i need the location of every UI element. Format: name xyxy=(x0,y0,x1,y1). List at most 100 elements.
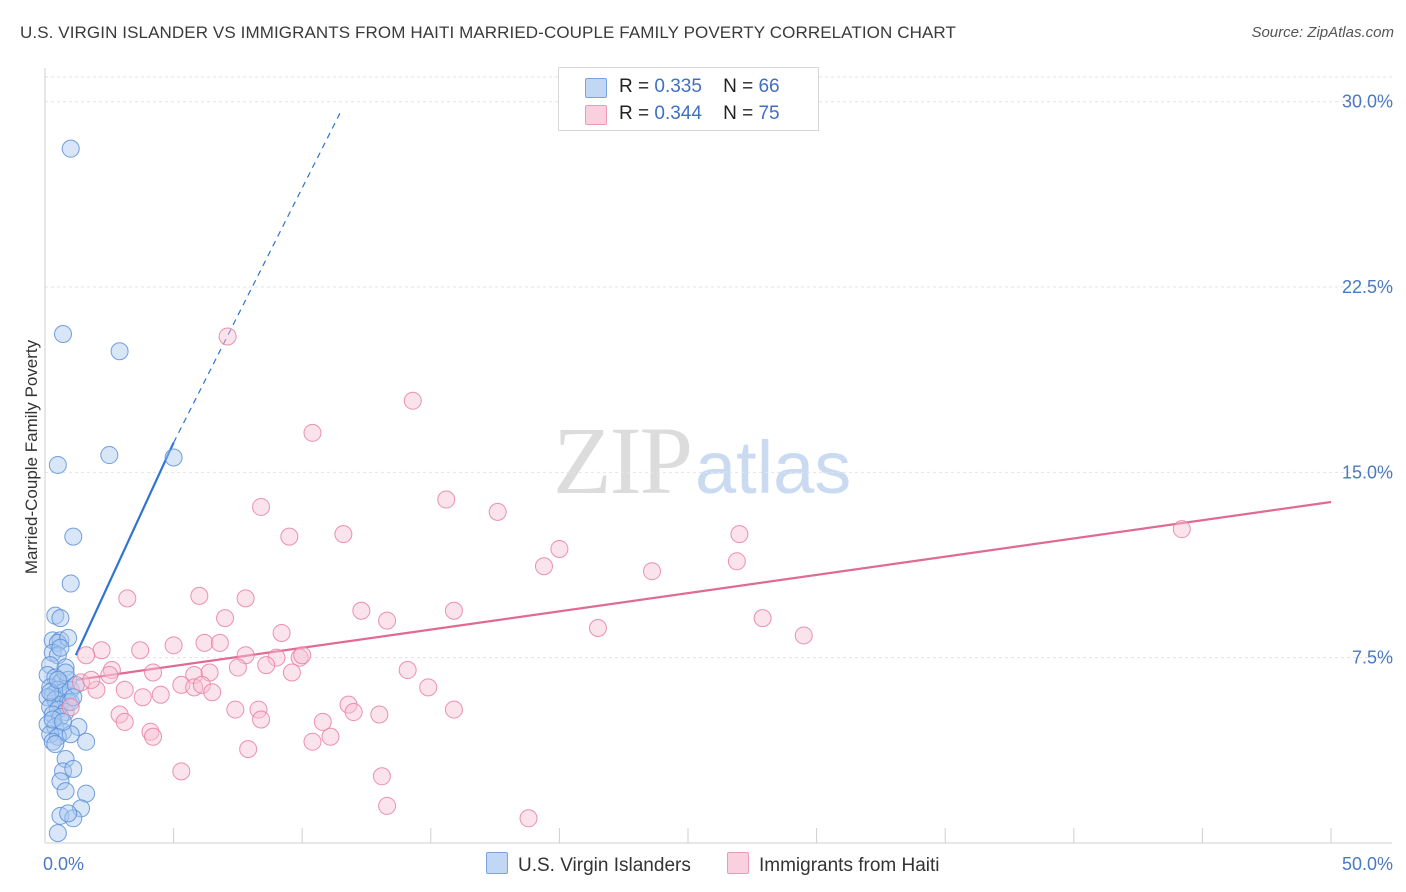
point-pink-6 xyxy=(280,527,299,546)
point-pink-72 xyxy=(100,665,119,684)
chart-title: U.S. VIRGIN ISLANDER VS IMMIGRANTS FROM … xyxy=(20,23,956,42)
y-tick-label-2: 22.5% xyxy=(1342,277,1393,297)
point-pink-10 xyxy=(534,557,553,576)
point-pink-51 xyxy=(203,683,222,702)
point-pink-0 xyxy=(218,327,237,346)
point-blue-35 xyxy=(61,693,80,712)
point-pink-37 xyxy=(293,646,312,665)
legend-swatch-blue xyxy=(486,852,508,874)
y-axis-label: Married-Couple Family Poverty xyxy=(22,339,41,574)
point-pink-12 xyxy=(727,552,746,571)
point-pink-49 xyxy=(133,688,152,707)
r-label: R = xyxy=(619,76,650,97)
point-pink-30 xyxy=(77,646,96,665)
watermark: ZIPatlas xyxy=(553,405,851,516)
data-points xyxy=(38,139,1191,843)
point-blue-2 xyxy=(110,342,129,361)
point-pink-74 xyxy=(82,670,101,689)
r-value: 0.335 xyxy=(654,76,702,97)
point-pink-40 xyxy=(102,661,121,680)
point-blue-55 xyxy=(64,809,83,828)
point-pink-19 xyxy=(444,601,463,620)
point-pink-27 xyxy=(195,633,214,652)
point-pink-36 xyxy=(290,648,309,667)
point-pink-29 xyxy=(272,623,291,642)
point-pink-35 xyxy=(267,648,286,667)
point-pink-54 xyxy=(344,703,363,722)
point-blue-13 xyxy=(59,628,78,647)
legend-label: Immigrants from Haiti xyxy=(759,855,940,876)
n-label: N = xyxy=(723,76,754,97)
point-blue-0 xyxy=(61,139,80,158)
point-pink-16 xyxy=(236,589,255,608)
point-blue-62 xyxy=(46,735,65,754)
r-label: R = xyxy=(619,103,650,124)
point-pink-48 xyxy=(282,663,301,682)
point-blue-59 xyxy=(51,638,70,657)
point-pink-60 xyxy=(141,722,160,741)
point-blue-8 xyxy=(46,606,65,625)
n-value: 66 xyxy=(758,76,780,97)
point-pink-7 xyxy=(334,525,353,544)
point-pink-20 xyxy=(216,609,235,628)
legend-swatch-pink xyxy=(585,105,607,125)
legend-item-haiti[interactable]: Immigrants from Haiti xyxy=(727,852,940,877)
point-pink-71 xyxy=(519,809,538,828)
point-pink-69 xyxy=(372,767,391,786)
point-blue-65 xyxy=(48,670,67,689)
x-tick-label-0: 0.0% xyxy=(43,854,84,874)
legend-text: R = 0.335 N = 66 xyxy=(619,76,780,98)
point-pink-9 xyxy=(550,539,569,558)
point-pink-26 xyxy=(164,636,183,655)
point-blue-51 xyxy=(56,782,75,801)
y-tick-label-1: 15.0% xyxy=(1342,462,1393,482)
point-pink-39 xyxy=(398,661,417,680)
point-pink-3 xyxy=(252,497,271,516)
point-pink-63 xyxy=(252,710,271,729)
tick-labels: 7.5% 15.0% 22.5% 30.0% 0.0% 50.0% xyxy=(43,92,1393,874)
trend-line-extension-blue xyxy=(173,111,342,443)
y-tick-label-3: 30.0% xyxy=(1342,92,1393,112)
point-pink-73 xyxy=(61,698,80,717)
point-pink-32 xyxy=(185,665,204,684)
point-blue-6 xyxy=(64,527,83,546)
y-tick-label-0: 7.5% xyxy=(1352,648,1393,668)
n-value: 75 xyxy=(758,103,780,124)
point-pink-38 xyxy=(228,658,247,677)
point-pink-46 xyxy=(192,675,211,694)
legend-swatch-blue xyxy=(585,78,607,98)
point-pink-47 xyxy=(257,656,276,675)
point-pink-28 xyxy=(210,633,229,652)
point-pink-65 xyxy=(303,732,322,751)
point-pink-42 xyxy=(87,680,106,699)
legend-label: U.S. Virgin Islanders xyxy=(518,855,691,876)
series-legend: U.S. Virgin Islanders Immigrants from Ha… xyxy=(0,852,1406,878)
point-blue-57 xyxy=(48,824,67,843)
point-blue-60 xyxy=(43,710,62,729)
legend-item-virgin-islanders[interactable]: U.S. Virgin Islanders xyxy=(486,852,691,877)
legend-text: R = 0.344 N = 75 xyxy=(619,103,780,125)
point-pink-50 xyxy=(151,685,170,704)
point-blue-56 xyxy=(59,804,78,823)
trend-line-blue xyxy=(74,442,175,656)
point-pink-18 xyxy=(378,611,397,630)
point-pink-13 xyxy=(1172,520,1191,539)
watermark-atlas: atlas xyxy=(695,426,852,509)
point-pink-41 xyxy=(72,673,91,692)
point-pink-68 xyxy=(172,762,191,781)
point-pink-62 xyxy=(226,700,245,719)
point-blue-12 xyxy=(48,633,67,652)
point-blue-46 xyxy=(77,732,96,751)
point-pink-1 xyxy=(403,391,422,410)
point-blue-3 xyxy=(100,446,119,465)
point-pink-14 xyxy=(118,589,137,608)
point-blue-63 xyxy=(54,712,73,731)
grid-lines xyxy=(45,76,1392,659)
r-value: 0.344 xyxy=(654,103,702,124)
point-pink-43 xyxy=(115,680,134,699)
point-pink-2 xyxy=(303,423,322,442)
point-pink-57 xyxy=(419,678,438,697)
point-pink-11 xyxy=(642,562,661,581)
point-pink-22 xyxy=(753,609,772,628)
